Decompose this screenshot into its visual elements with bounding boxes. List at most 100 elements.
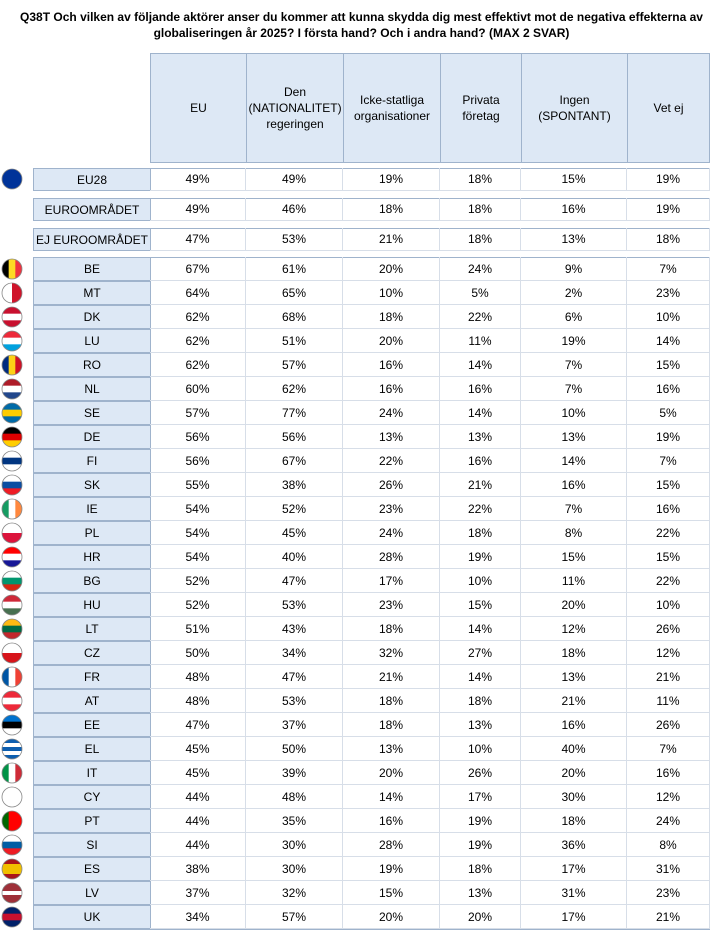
data-cell: 16% <box>627 761 710 785</box>
data-cell: 48% <box>246 785 343 809</box>
data-cell: 16% <box>521 198 627 221</box>
data-cell: 17% <box>521 857 627 881</box>
data-cell: 30% <box>521 785 627 809</box>
data-cell: 18% <box>440 198 521 221</box>
flag-icon <box>1 354 23 376</box>
data-cell: 18% <box>343 689 440 713</box>
data-cell: 26% <box>627 713 710 737</box>
data-cell: 21% <box>343 228 440 251</box>
data-cell: 15% <box>343 881 440 905</box>
data-cell: 23% <box>627 281 710 305</box>
data-cell: 18% <box>343 198 440 221</box>
flag-icon <box>1 570 23 592</box>
data-cell: 49% <box>150 168 246 191</box>
data-cell: 14% <box>440 353 521 377</box>
data-cell: 28% <box>343 833 440 857</box>
data-cell: 38% <box>150 857 246 881</box>
data-cell: 17% <box>440 785 521 809</box>
data-cell: 49% <box>246 168 343 191</box>
data-cell: 20% <box>343 257 440 281</box>
data-cell: 18% <box>440 228 521 251</box>
data-cell: 24% <box>627 809 710 833</box>
data-cell: 19% <box>440 545 521 569</box>
data-cell: 18% <box>440 689 521 713</box>
data-cell: 14% <box>440 665 521 689</box>
data-cell: 10% <box>521 401 627 425</box>
data-cell: 20% <box>343 761 440 785</box>
data-cell: 14% <box>440 617 521 641</box>
data-cell: 56% <box>150 425 246 449</box>
data-cell: 53% <box>246 228 343 251</box>
row-label: FR <box>33 665 151 689</box>
data-cell: 18% <box>343 305 440 329</box>
data-cell: 8% <box>627 833 710 857</box>
flag-icon <box>1 378 23 400</box>
data-cell: 40% <box>521 737 627 761</box>
data-cell: 34% <box>246 641 343 665</box>
data-cell: 15% <box>521 168 627 191</box>
data-cell: 21% <box>627 665 710 689</box>
data-cell: 5% <box>440 281 521 305</box>
flag-icon <box>1 786 23 808</box>
flag-icon <box>1 810 23 832</box>
data-cell: 52% <box>150 569 246 593</box>
row-label: FI <box>33 449 151 473</box>
row-label: EE <box>33 713 151 737</box>
row-label: SK <box>33 473 151 497</box>
data-cell: 49% <box>150 198 246 221</box>
row-label: EUROOMRÅDET <box>33 198 151 221</box>
data-cell: 13% <box>440 881 521 905</box>
flag-icon <box>1 738 23 760</box>
data-cell: 55% <box>150 473 246 497</box>
row-label: PT <box>33 809 151 833</box>
data-cell: 7% <box>627 257 710 281</box>
data-cell: 68% <box>246 305 343 329</box>
data-cell: 21% <box>440 473 521 497</box>
flag-icon <box>1 858 23 880</box>
data-cell: 16% <box>627 377 710 401</box>
data-cell: 30% <box>246 857 343 881</box>
data-cell: 20% <box>521 761 627 785</box>
data-cell: 19% <box>521 329 627 353</box>
data-cell: 7% <box>627 737 710 761</box>
row-label: DK <box>33 305 151 329</box>
data-cell: 18% <box>343 713 440 737</box>
flag-icon <box>1 450 23 472</box>
flag-icon <box>1 666 23 688</box>
data-cell: 11% <box>521 569 627 593</box>
data-cell: 44% <box>150 809 246 833</box>
row-label: AT <box>33 689 151 713</box>
data-cell: 28% <box>343 545 440 569</box>
data-cell: 32% <box>246 881 343 905</box>
flag-icon <box>1 168 23 190</box>
data-cell: 60% <box>150 377 246 401</box>
row-label: CY <box>33 785 151 809</box>
data-cell: 77% <box>246 401 343 425</box>
data-cell: 26% <box>343 473 440 497</box>
column-header: Icke-statliga organisationer <box>343 53 441 163</box>
data-cell: 15% <box>521 545 627 569</box>
data-cell: 26% <box>627 617 710 641</box>
data-cell: 22% <box>627 521 710 545</box>
data-cell: 13% <box>343 425 440 449</box>
data-cell: 13% <box>521 425 627 449</box>
flag-icon <box>1 906 23 928</box>
data-cell: 44% <box>150 833 246 857</box>
data-cell: 56% <box>246 425 343 449</box>
row-label: EL <box>33 737 151 761</box>
flag-icon <box>1 546 23 568</box>
data-cell: 53% <box>246 689 343 713</box>
data-cell: 22% <box>440 305 521 329</box>
data-cell: 22% <box>627 569 710 593</box>
data-cell: 54% <box>150 521 246 545</box>
data-cell: 18% <box>440 521 521 545</box>
data-cell: 12% <box>627 785 710 809</box>
data-cell: 15% <box>627 545 710 569</box>
row-label: CZ <box>33 641 151 665</box>
data-cell: 26% <box>440 761 521 785</box>
column-header: Vet ej <box>627 53 710 163</box>
flag-icon <box>1 498 23 520</box>
data-cell: 15% <box>627 473 710 497</box>
row-label: HU <box>33 593 151 617</box>
